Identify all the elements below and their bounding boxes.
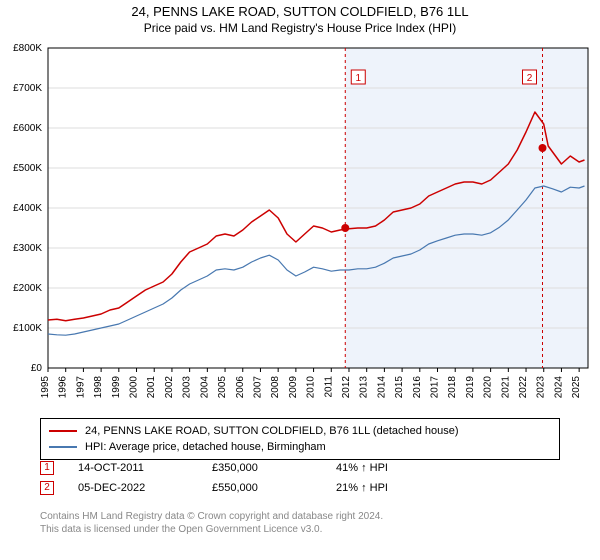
svg-text:2009: 2009: [288, 376, 299, 399]
transaction-price: £550,000: [212, 478, 312, 498]
svg-text:2015: 2015: [394, 376, 405, 399]
legend-swatch: [49, 446, 77, 448]
transactions-table: 1 14-OCT-2011 £350,000 41% ↑ HPI 2 05-DE…: [40, 458, 560, 498]
svg-text:2016: 2016: [412, 376, 423, 399]
attribution: Contains HM Land Registry data © Crown c…: [40, 510, 560, 536]
transaction-date: 14-OCT-2011: [78, 458, 188, 478]
svg-text:£400K: £400K: [13, 203, 42, 214]
svg-text:2005: 2005: [217, 376, 228, 399]
svg-text:2022: 2022: [518, 376, 529, 399]
svg-text:1: 1: [355, 73, 361, 84]
svg-text:2006: 2006: [235, 376, 246, 399]
svg-text:2020: 2020: [483, 376, 494, 399]
svg-text:2024: 2024: [553, 376, 564, 399]
svg-text:1997: 1997: [75, 376, 86, 399]
transaction-row: 2 05-DEC-2022 £550,000 21% ↑ HPI: [40, 478, 560, 498]
svg-text:£0: £0: [31, 363, 43, 374]
svg-text:2017: 2017: [430, 376, 441, 399]
price-chart: £0 £100K £200K £300K £400K £500K £600K £700K £80…: [0, 42, 600, 412]
svg-text:£600K: £600K: [13, 123, 42, 134]
svg-text:2: 2: [527, 73, 533, 84]
svg-text:2007: 2007: [252, 376, 263, 399]
svg-text:2023: 2023: [536, 376, 547, 399]
legend-swatch: [49, 430, 77, 432]
svg-text:2012: 2012: [341, 376, 352, 399]
svg-text:2001: 2001: [146, 376, 157, 399]
svg-text:£100K: £100K: [13, 323, 42, 334]
page-subtitle: Price paid vs. HM Land Registry's House …: [0, 21, 600, 35]
legend-item: HPI: Average price, detached house, Birm…: [49, 439, 551, 455]
svg-text:1998: 1998: [93, 376, 104, 399]
svg-text:2011: 2011: [323, 376, 334, 398]
svg-text:£300K: £300K: [13, 243, 42, 254]
svg-text:2008: 2008: [270, 376, 281, 399]
page-title: 24, PENNS LAKE ROAD, SUTTON COLDFIELD, B…: [0, 4, 600, 19]
attribution-line: Contains HM Land Registry data © Crown c…: [40, 510, 560, 523]
svg-text:2014: 2014: [376, 376, 387, 399]
svg-text:1995: 1995: [40, 376, 51, 399]
svg-text:2021: 2021: [500, 376, 511, 399]
legend-label: 24, PENNS LAKE ROAD, SUTTON COLDFIELD, B…: [85, 423, 459, 439]
svg-text:2003: 2003: [182, 376, 193, 399]
svg-text:2013: 2013: [359, 376, 370, 399]
svg-text:2000: 2000: [129, 376, 140, 399]
svg-text:£200K: £200K: [13, 283, 42, 294]
transaction-price: £350,000: [212, 458, 312, 478]
svg-text:1996: 1996: [58, 376, 69, 399]
svg-text:2019: 2019: [465, 376, 476, 399]
attribution-line: This data is licensed under the Open Gov…: [40, 523, 560, 536]
marker-badge: 2: [40, 481, 54, 495]
svg-text:2004: 2004: [199, 376, 210, 399]
svg-text:2010: 2010: [306, 376, 317, 399]
svg-text:2018: 2018: [447, 376, 458, 399]
svg-text:£500K: £500K: [13, 163, 42, 174]
legend: 24, PENNS LAKE ROAD, SUTTON COLDFIELD, B…: [40, 418, 560, 460]
legend-item: 24, PENNS LAKE ROAD, SUTTON COLDFIELD, B…: [49, 423, 551, 439]
transaction-date: 05-DEC-2022: [78, 478, 188, 498]
svg-text:2002: 2002: [164, 376, 175, 399]
svg-text:1999: 1999: [111, 376, 122, 399]
marker-badge: 1: [40, 461, 54, 475]
transaction-delta: 21% ↑ HPI: [336, 478, 388, 498]
svg-text:2025: 2025: [571, 376, 582, 399]
svg-text:£800K: £800K: [13, 43, 42, 54]
svg-text:£700K: £700K: [13, 83, 42, 94]
legend-label: HPI: Average price, detached house, Birm…: [85, 439, 326, 455]
transaction-delta: 41% ↑ HPI: [336, 458, 388, 478]
transaction-row: 1 14-OCT-2011 £350,000 41% ↑ HPI: [40, 458, 560, 478]
